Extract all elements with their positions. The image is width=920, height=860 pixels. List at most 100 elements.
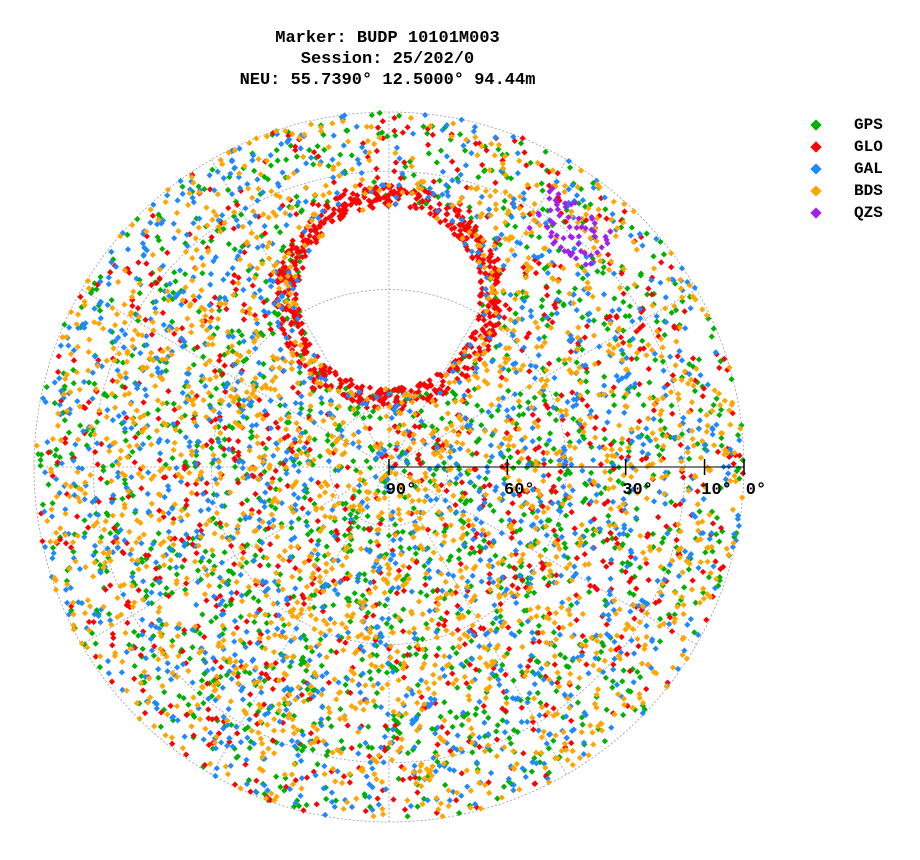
data-point xyxy=(444,729,451,736)
data-point xyxy=(356,742,364,749)
data-point xyxy=(695,356,703,363)
data-point xyxy=(372,473,379,481)
data-point xyxy=(221,436,228,443)
data-point xyxy=(270,452,277,459)
data-point xyxy=(314,143,321,150)
data-point xyxy=(123,687,130,694)
data-point xyxy=(39,538,46,545)
data-point xyxy=(585,670,592,677)
data-point xyxy=(243,628,250,635)
data-point xyxy=(600,264,607,271)
data-point xyxy=(443,487,450,495)
data-point xyxy=(261,503,268,510)
data-point xyxy=(304,510,312,517)
data-point xyxy=(208,618,215,625)
data-point xyxy=(505,624,512,631)
data-point xyxy=(424,141,432,149)
data-point xyxy=(471,482,478,490)
data-point xyxy=(169,637,176,644)
data-point xyxy=(444,400,451,407)
data-point xyxy=(195,224,202,231)
data-point xyxy=(415,497,423,504)
data-point xyxy=(381,602,389,609)
data-point xyxy=(465,387,472,395)
data-point xyxy=(619,678,626,685)
data-point xyxy=(233,723,240,730)
data-point xyxy=(530,589,538,596)
data-point xyxy=(69,539,77,546)
data-point xyxy=(276,476,284,483)
data-point xyxy=(576,674,583,682)
data-point xyxy=(583,211,590,218)
data-point xyxy=(148,589,155,596)
data-point xyxy=(184,201,192,209)
data-point xyxy=(308,154,315,161)
data-point xyxy=(645,285,652,292)
data-point xyxy=(531,780,538,787)
data-point xyxy=(605,512,612,519)
data-point xyxy=(568,602,575,609)
title-line-session: Session: 25/202/0 xyxy=(300,50,475,69)
data-point xyxy=(280,622,288,629)
data-point xyxy=(454,684,461,691)
data-point xyxy=(543,532,550,539)
data-point xyxy=(414,789,421,796)
data-point xyxy=(193,452,200,459)
data-point xyxy=(665,620,673,628)
data-point xyxy=(629,318,636,325)
data-point xyxy=(317,409,325,416)
data-point xyxy=(611,544,619,552)
data-point xyxy=(228,328,235,335)
data-point xyxy=(224,186,232,194)
data-point xyxy=(449,644,457,651)
data-point xyxy=(408,588,415,595)
data-point xyxy=(240,286,247,293)
data-point xyxy=(237,571,244,579)
data-point xyxy=(370,612,377,619)
data-point xyxy=(341,532,349,539)
data-point xyxy=(669,410,676,417)
data-point xyxy=(493,736,501,743)
data-point xyxy=(193,528,201,535)
data-point xyxy=(455,555,463,562)
data-point xyxy=(501,197,508,205)
data-point xyxy=(299,264,306,271)
data-point xyxy=(476,734,483,741)
data-point xyxy=(606,591,614,598)
data-point xyxy=(274,445,281,453)
data-point xyxy=(607,468,614,475)
data-point xyxy=(507,291,514,298)
data-point xyxy=(303,160,310,167)
data-point xyxy=(37,456,44,464)
data-point xyxy=(304,531,312,538)
data-point xyxy=(584,388,591,395)
data-point xyxy=(636,418,643,425)
data-point xyxy=(134,304,142,312)
data-point xyxy=(293,420,300,427)
data-point xyxy=(51,379,58,386)
data-point xyxy=(709,520,717,527)
data-point xyxy=(520,511,528,518)
data-point xyxy=(603,215,610,222)
data-point xyxy=(553,688,560,695)
data-point xyxy=(91,448,99,456)
data-point xyxy=(425,150,432,157)
data-point xyxy=(529,438,536,445)
data-point xyxy=(585,575,592,582)
data-point xyxy=(443,153,450,160)
data-point xyxy=(302,636,310,643)
data-point xyxy=(635,643,642,650)
data-point xyxy=(656,615,664,623)
data-point xyxy=(288,771,296,778)
data-point xyxy=(144,490,151,498)
data-point xyxy=(238,592,245,599)
data-point xyxy=(453,650,460,657)
data-point xyxy=(494,722,501,729)
data-point xyxy=(388,756,396,764)
data-point xyxy=(497,667,504,674)
data-point xyxy=(505,509,512,516)
data-point xyxy=(320,417,327,424)
data-point xyxy=(579,467,586,474)
data-point xyxy=(152,382,159,390)
data-point xyxy=(486,502,494,509)
